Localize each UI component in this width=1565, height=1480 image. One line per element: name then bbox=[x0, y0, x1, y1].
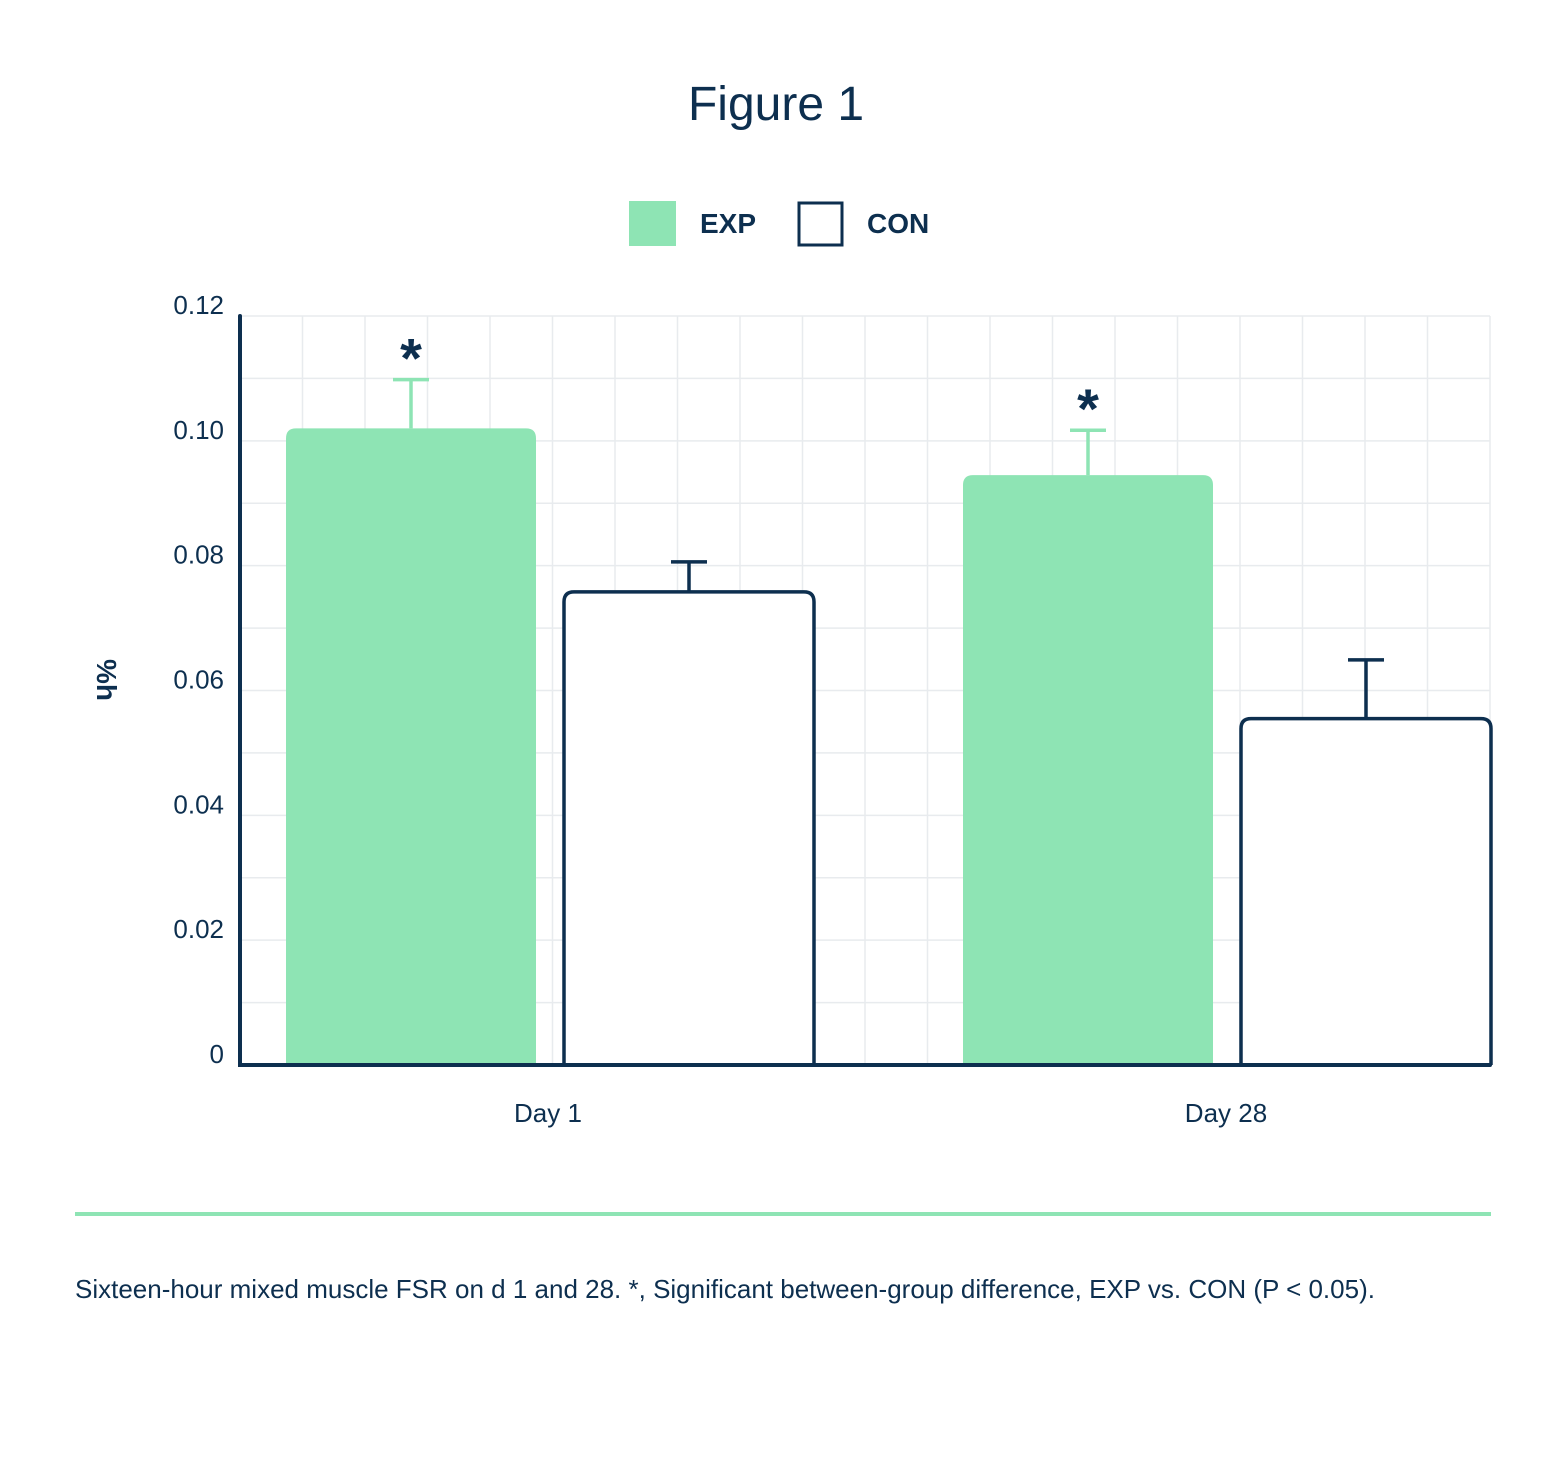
y-tick-labels: 0 0.02 0.04 0.06 0.08 0.10 0.12 bbox=[173, 290, 224, 1069]
bar-exp-day-1 bbox=[286, 428, 536, 1066]
x-category-label: Day 1 bbox=[514, 1098, 582, 1128]
y-tick-label: 0.12 bbox=[173, 290, 224, 320]
x-category-label: Day 28 bbox=[1185, 1098, 1267, 1128]
x-category-labels: Day 1 Day 28 bbox=[514, 1098, 1267, 1128]
y-axis-label: %h bbox=[91, 659, 122, 701]
bar-con-day-1 bbox=[562, 590, 816, 1065]
legend-label-exp: EXP bbox=[700, 208, 756, 239]
y-tick-label: 0.02 bbox=[173, 914, 224, 944]
bar-chart: Figure 1 EXP CON %h 0 0.02 0.04 0.06 0.08 0.1… bbox=[91, 78, 1493, 1128]
bar-con-day-28 bbox=[1239, 716, 1493, 1065]
bars: ** bbox=[286, 327, 1493, 1066]
figure-caption: Sixteen-hour mixed muscle FSR on d 1 and… bbox=[75, 1274, 1375, 1304]
bar-exp-day-28 bbox=[963, 475, 1213, 1066]
y-tick-label: 0 bbox=[210, 1039, 224, 1069]
significance-marker: * bbox=[1077, 377, 1099, 440]
legend-label-con: CON bbox=[867, 208, 929, 239]
chart-title: Figure 1 bbox=[688, 78, 864, 131]
axis-lines bbox=[238, 314, 1492, 1067]
caption-divider bbox=[75, 1212, 1491, 1216]
axes bbox=[238, 314, 1492, 1067]
legend: EXP CON bbox=[629, 201, 929, 247]
y-tick-label: 0.08 bbox=[173, 540, 224, 570]
legend-swatch-con bbox=[797, 201, 844, 247]
y-tick-label: 0.04 bbox=[173, 789, 224, 819]
y-tick-label: 0.06 bbox=[173, 665, 224, 695]
legend-swatch-exp bbox=[629, 201, 676, 246]
y-tick-label: 0.10 bbox=[173, 415, 224, 445]
significance-marker: * bbox=[400, 327, 422, 390]
